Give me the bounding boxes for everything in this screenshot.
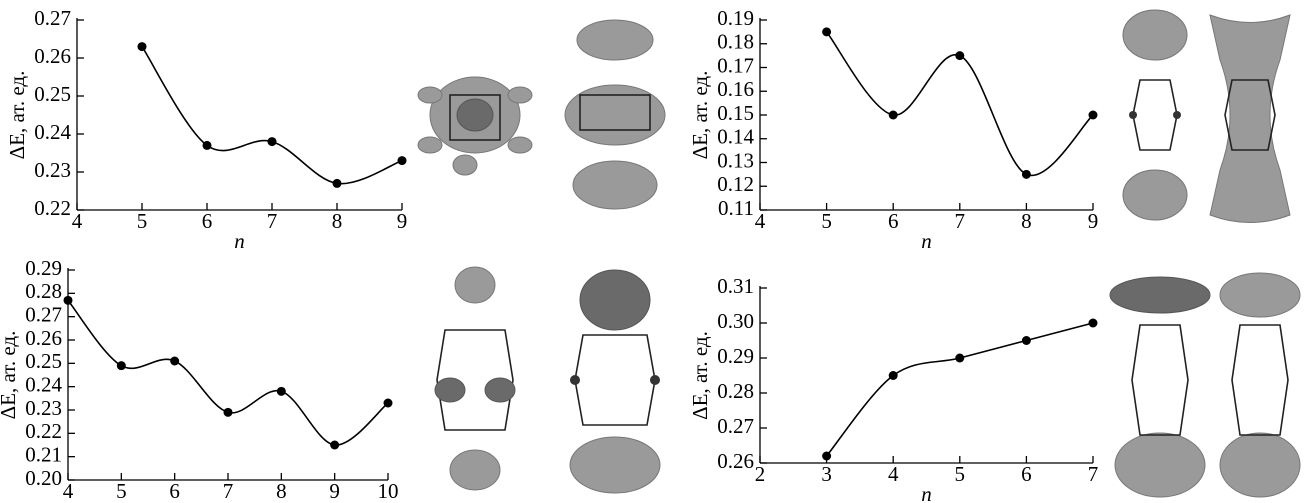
line — [142, 47, 402, 184]
point — [955, 51, 964, 60]
y-tick-label: 0.27 — [25, 302, 62, 326]
y-tick-label: 0.23 — [34, 158, 71, 182]
point — [1089, 111, 1098, 120]
y-tick-label: 0.27 — [34, 6, 71, 30]
x-tick-label: 2 — [755, 462, 766, 486]
x-tick-label: 5 — [137, 209, 148, 233]
x-tick-label: 5 — [955, 462, 966, 486]
y-axis-label: ΔE, ат. ед. — [688, 331, 712, 420]
y-axis-label: ΔE, ат. ед. — [688, 71, 712, 160]
x-tick-label: 5 — [821, 209, 832, 233]
point — [138, 42, 147, 51]
point — [1022, 336, 1031, 345]
point — [889, 371, 898, 380]
y-tick-label: 0.29 — [25, 256, 62, 280]
x-axis-label: n — [921, 482, 932, 503]
x-tick-label: 6 — [1021, 462, 1032, 486]
x-axis-label: 2n — [218, 499, 239, 503]
x-tick-label: 9 — [1088, 209, 1099, 233]
x-tick-label: 6 — [888, 209, 899, 233]
y-tick-label: 0.12 — [717, 172, 754, 196]
line — [827, 323, 1093, 456]
x-tick-label: 7 — [267, 209, 278, 233]
point — [1022, 170, 1031, 179]
y-tick-label: 0.23 — [25, 396, 62, 420]
x-tick-label: 4 — [72, 209, 83, 233]
point — [64, 296, 73, 305]
point — [955, 354, 964, 363]
y-tick-label: 0.30 — [717, 309, 754, 333]
y-tick-label: 0.28 — [717, 379, 754, 403]
figure: 0.220.230.240.250.260.27456789nΔE, ат. е… — [0, 0, 1307, 503]
point — [398, 156, 407, 165]
x-tick-label: 3 — [821, 462, 832, 486]
y-tick-label: 0.13 — [717, 148, 754, 172]
x-tick-label: 7 — [955, 209, 966, 233]
y-tick-label: 0.17 — [717, 53, 754, 77]
x-tick-label: 9 — [329, 479, 340, 503]
point — [330, 441, 339, 450]
point — [1089, 319, 1098, 328]
point — [333, 179, 342, 188]
y-tick-label: 0.25 — [25, 349, 62, 373]
y-axis-label: ΔE, ат. ед. — [0, 331, 20, 420]
point — [822, 452, 831, 461]
x-tick-label: 8 — [276, 479, 287, 503]
y-tick-label: 0.11 — [718, 196, 754, 220]
y-tick-label: 0.16 — [717, 77, 754, 101]
y-tick-label: 0.31 — [717, 274, 754, 298]
y-tick-label: 0.21 — [25, 442, 62, 466]
x-axis-label: n — [234, 229, 245, 253]
point — [224, 408, 233, 417]
y-axis-label: ΔE, ат. ед. — [5, 71, 29, 160]
y-tick-label: 0.29 — [717, 344, 754, 368]
x-tick-label: 5 — [116, 479, 127, 503]
y-tick-label: 0.26 — [25, 326, 62, 350]
point — [277, 387, 286, 396]
point — [384, 399, 393, 408]
y-tick-label: 0.14 — [717, 125, 754, 149]
y-tick-label: 0.22 — [34, 196, 71, 220]
y-tick-label: 0.15 — [717, 101, 754, 125]
x-tick-label: 8 — [1021, 209, 1032, 233]
line — [68, 300, 388, 445]
point — [268, 137, 277, 146]
x-tick-label: 10 — [378, 479, 399, 503]
y-tick-label: 0.25 — [34, 82, 71, 106]
y-tick-label: 0.19 — [717, 6, 754, 30]
y-tick-label: 0.18 — [717, 30, 754, 54]
x-tick-label: 4 — [888, 462, 899, 486]
y-tick-label: 0.26 — [717, 449, 754, 473]
y-tick-label: 0.28 — [25, 279, 62, 303]
y-tick-label: 0.27 — [717, 414, 754, 438]
point — [117, 361, 126, 370]
x-tick-label: 4 — [63, 479, 74, 503]
x-tick-label: 7 — [1088, 462, 1099, 486]
x-tick-label: 9 — [397, 209, 408, 233]
point — [822, 27, 831, 36]
point — [170, 357, 179, 366]
point — [203, 141, 212, 150]
x-tick-label: 6 — [169, 479, 180, 503]
y-tick-label: 0.24 — [34, 120, 71, 144]
y-tick-label: 0.24 — [25, 372, 62, 396]
y-tick-label: 0.26 — [34, 44, 71, 68]
y-tick-label: 0.20 — [25, 466, 62, 490]
x-tick-label: 6 — [202, 209, 213, 233]
x-tick-label: 8 — [332, 209, 343, 233]
x-axis-label: n — [921, 229, 932, 253]
point — [889, 111, 898, 120]
x-tick-label: 4 — [755, 209, 766, 233]
y-tick-label: 0.22 — [25, 419, 62, 443]
